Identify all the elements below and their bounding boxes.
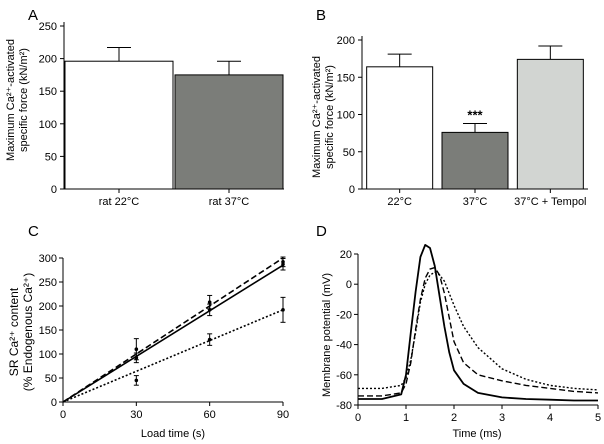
panel-c-data-point [134,347,139,352]
panel-a-y-tick-label: 100 [39,119,57,131]
panel-d-trace-dotted [358,271,599,391]
panel-a-category-label: rat 22°C [99,196,140,208]
panel-c-data-point [281,260,285,264]
panel-d-y-tick-label: -40 [336,340,352,352]
panel-b-y-tick-label: 0 [349,184,355,196]
panel-b-y-tick-label: 50 [343,147,355,159]
panel-d-x-tick-label: 0 [355,412,361,424]
panel-c-y-tick-label: 200 [39,301,57,313]
panel-d-x-tick-label: 3 [499,412,505,424]
panel-a-category-label: rat 37°C [209,196,250,208]
panel-b-ylabel-line2: specific force (kN/m²) [324,65,336,169]
panel-a-y-tick-label: 50 [45,151,57,163]
panel-a-y-tick-label: 200 [39,54,57,66]
panel-c-y-tick-label: 50 [45,373,57,385]
panel-c-data-point [134,378,139,383]
panel-c-ylabel-line1: SR Ca²⁺ content [7,287,21,376]
panel-c-x-tick-label: 60 [204,409,216,421]
panel-c-ylabel-line2: (% Endogenous Ca²⁺) [21,273,35,391]
panel-d-xlabel: Time (ms) [452,428,501,440]
panel-c-data-point [281,308,285,312]
panel-c-xlabel: Load time (s) [141,428,205,440]
panel-c-data-point [207,300,212,304]
panel-c-fit-line-solid [62,264,284,403]
panel-b-significance-label: *** [467,107,483,122]
panel-d-x-tick-label: 1 [403,412,409,424]
panel-d: D Membrane potential (mV) Time (ms) -80 -… [316,223,601,440]
panel-c-y-tick-label: 0 [51,397,57,409]
panel-a-y-tick-label: 250 [39,21,57,33]
panel-c-y-tick-label: 150 [39,325,57,337]
panel-b-y-tick-label: 200 [337,35,355,47]
panel-c-x-tick-label: 0 [60,409,66,421]
panel-d-y-tick-label: 20 [340,249,352,261]
panel-c-x-tick-label: 30 [130,409,142,421]
panel-b-label: B [316,7,326,24]
panel-d-y-tick-label: -20 [336,309,352,321]
panel-c-label: C [28,223,39,240]
panel-a-y-tick-label: 0 [51,184,57,196]
panel-d-x-tick-label: 5 [595,412,601,424]
panel-b: B Maximum Ca²⁺-activated specific force … [311,7,588,208]
panel-c-y-tick-label: 300 [39,253,57,265]
panel-a-bar [64,60,174,190]
panel-d-ylabel: Membrane potential (mV) [321,273,333,397]
panel-d-y-tick-label: -60 [336,370,352,382]
panel-a-ylabel-line2: specific force (kN/m²) [18,48,30,152]
panel-c-fit-line-dotted [62,309,284,403]
panel-d-trace-dashed [358,266,599,397]
panel-b-bar [516,58,584,190]
panel-a-bar [174,74,284,190]
panel-d-y-tick-label: 0 [346,279,352,291]
panel-a-label: A [28,7,38,24]
panel-c-y-tick-label: 100 [39,349,57,361]
panel-b-category-label: 37°C + Tempol [514,196,586,208]
panel-b-y-tick-label: 150 [337,72,355,84]
panel-c-data-point [207,337,212,342]
panel-c-x-tick-label: 90 [277,409,289,421]
panel-a: A Maximum Ca²⁺-activated specific force … [5,7,284,208]
panel-b-y-tick-label: 100 [337,110,355,122]
panel-d-label: D [316,223,327,240]
panel-b-bar [441,131,509,190]
panel-d-x-tick-label: 2 [451,412,457,424]
panel-d-trace-solid [358,243,598,402]
panel-c: C SR Ca²⁺ content (% Endogenous Ca²⁺) Lo… [7,223,289,440]
panel-b-category-label: 22°C [387,196,412,208]
panel-a-y-tick-label: 150 [39,86,57,98]
panel-c-y-tick-label: 250 [39,277,57,289]
panel-a-ylabel-line1: Maximum Ca²⁺-activated [5,39,17,161]
panel-c-fit-line-dashed [62,257,284,403]
panel-d-y-tick-label: -80 [336,400,352,412]
panel-b-bar [366,66,434,190]
panel-b-ylabel-line1: Maximum Ca²⁺-activated [311,56,323,178]
panel-d-x-tick-label: 4 [547,412,553,424]
panel-b-category-label: 37°C [463,196,488,208]
